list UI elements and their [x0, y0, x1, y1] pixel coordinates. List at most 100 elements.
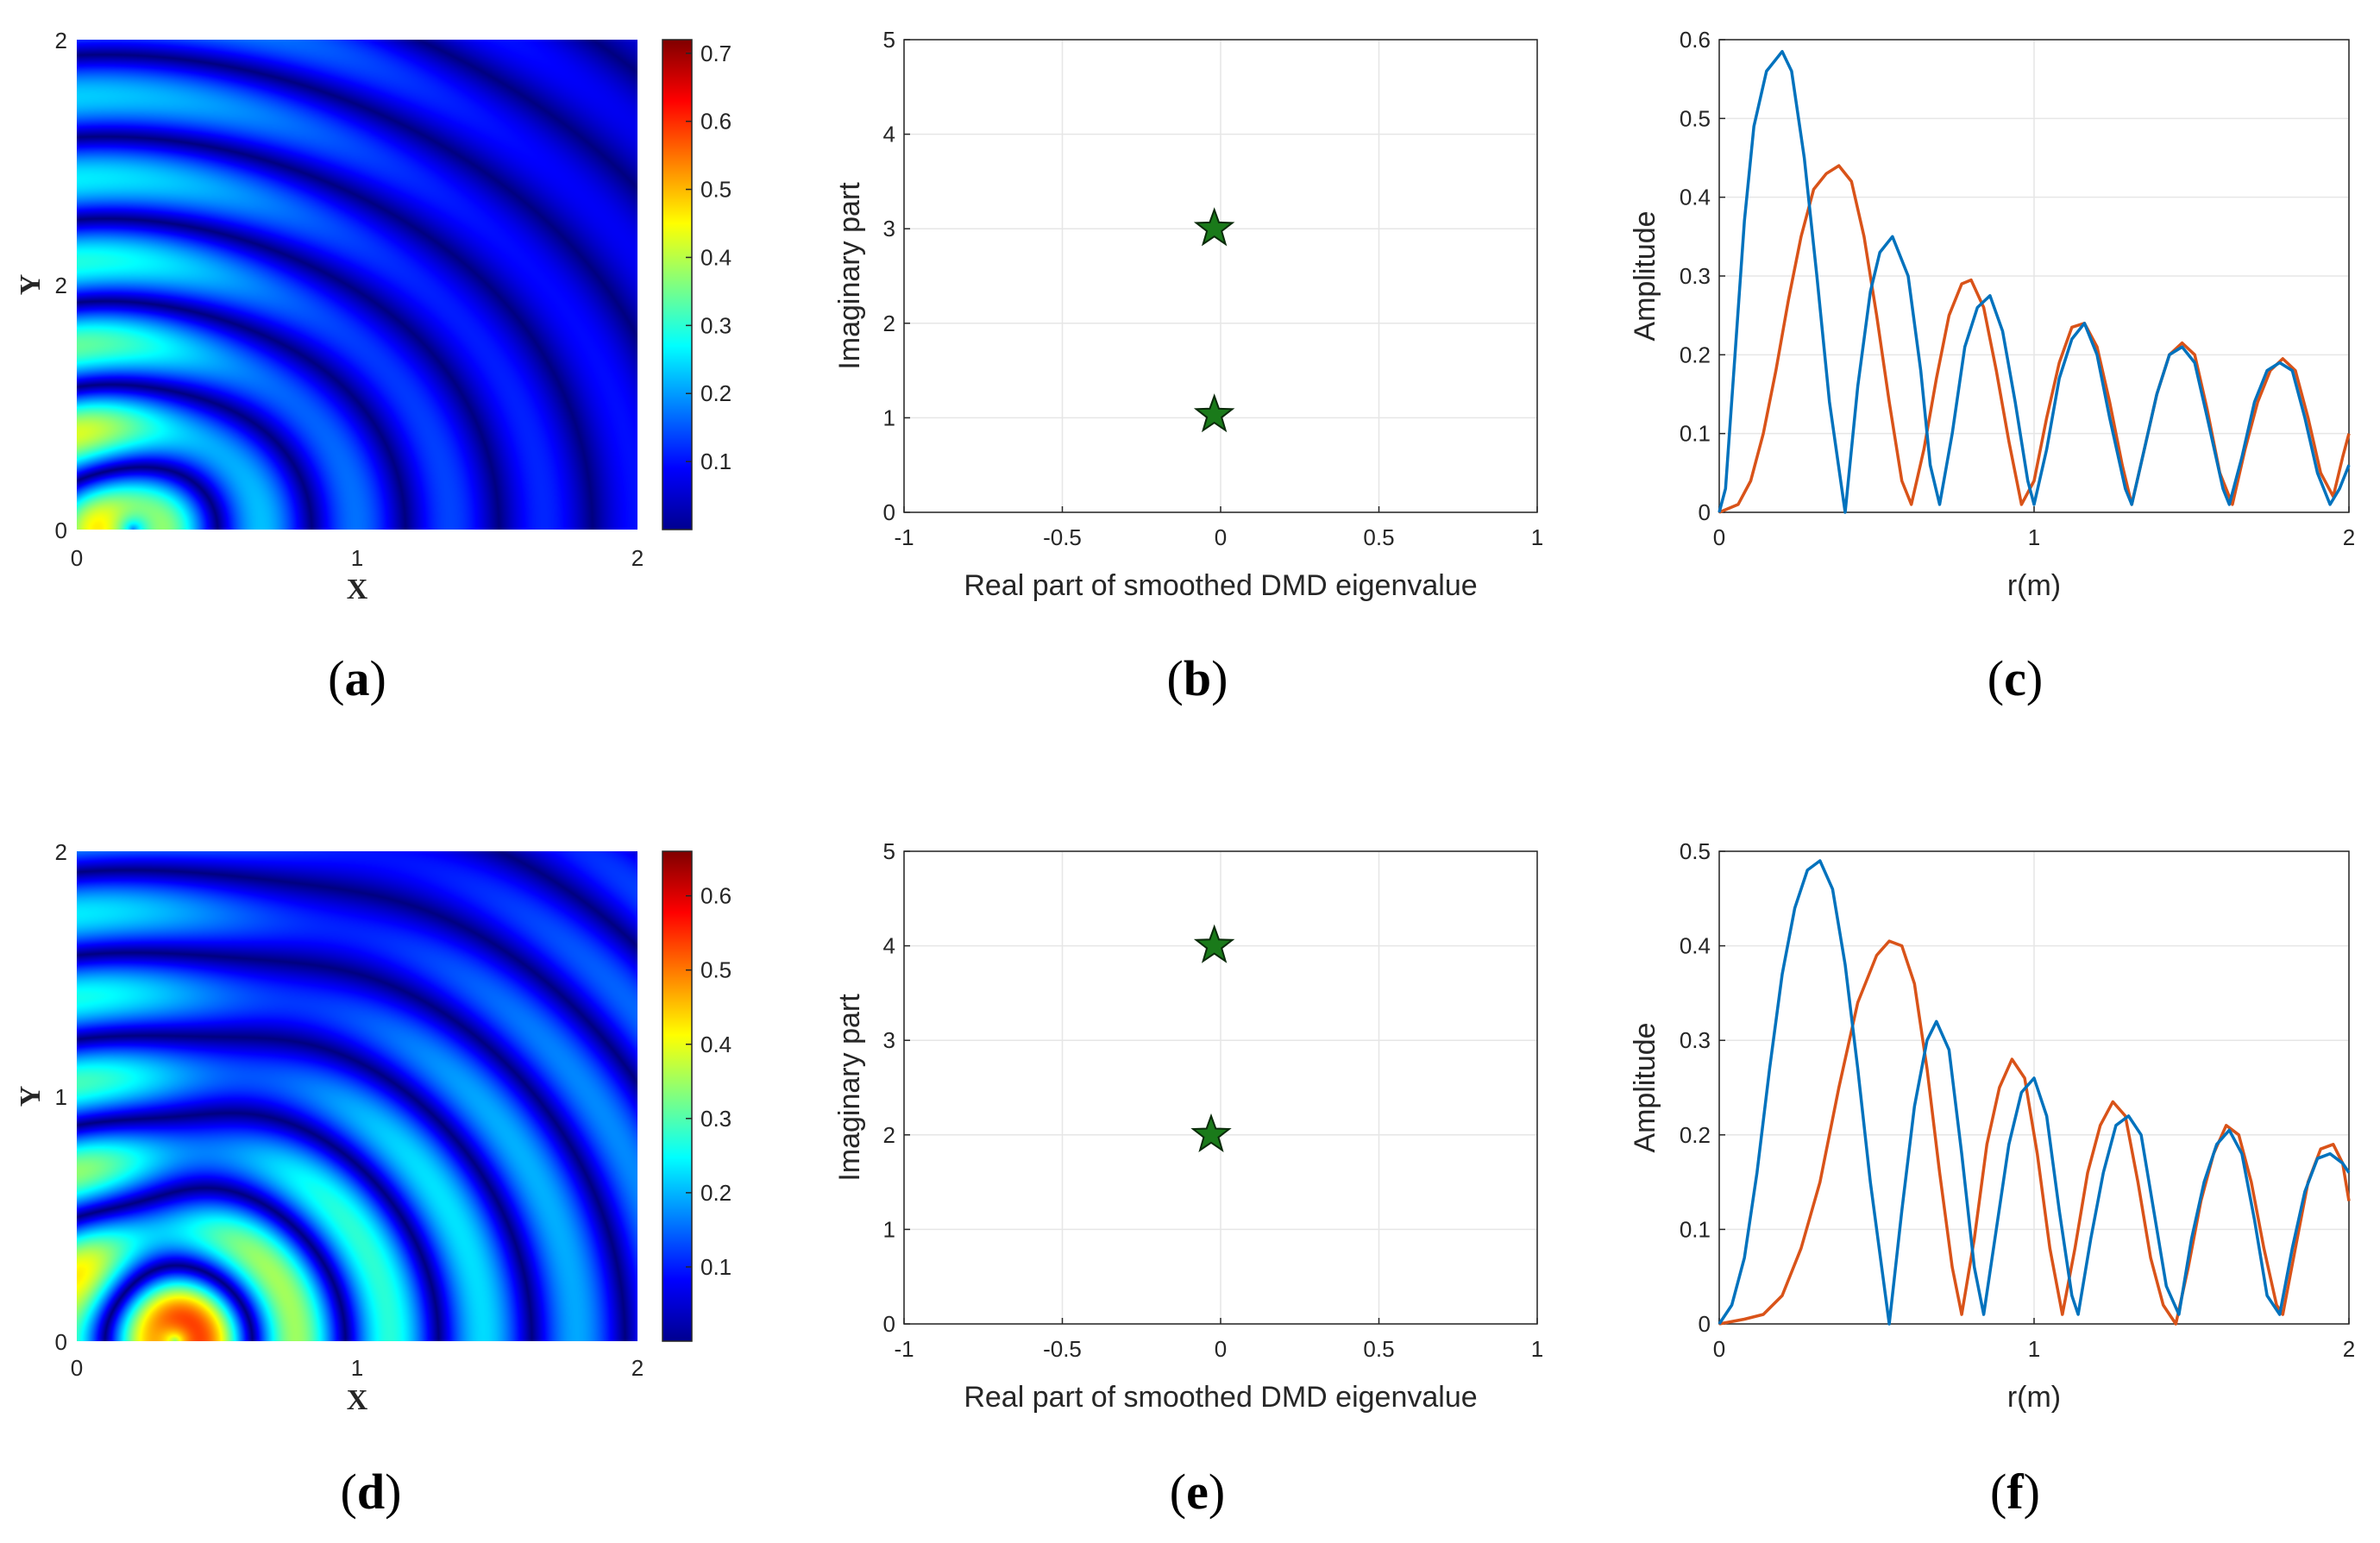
panel-d: 0 1 2 0 1 2 X Y 0.1 0.2 0.3 0.4 0.5 0.6 (d) — [15, 839, 732, 1520]
y-tick-label: 3 — [883, 1027, 895, 1053]
d-panel-label: (d) — [341, 1464, 402, 1520]
b-ylabel: Imaginary part — [833, 182, 866, 370]
c-gridlines — [1718, 39, 2350, 513]
y-tick-label: 0.3 — [1680, 1027, 1711, 1053]
y-tick-label: 0 — [1699, 1311, 1711, 1337]
y-tick-label: 5 — [883, 838, 895, 864]
y-tick-label: 0 — [883, 499, 895, 525]
y-tick-label: 0.1 — [1680, 421, 1711, 447]
x-tick-label: 0.5 — [1363, 524, 1394, 550]
x-tick-label: 1 — [2028, 524, 2040, 550]
colorbar-tick-label: 0.6 — [700, 883, 732, 909]
f-ticks: 0 1 2 0 0.1 0.2 0.3 0.4 0.5 — [1680, 838, 2355, 1362]
a-panel-label: (a) — [328, 650, 386, 706]
d-colorbar — [663, 851, 692, 1341]
y-tick-label: 3 — [883, 216, 895, 241]
e-gridlines — [903, 850, 1538, 1325]
a-colorbar-ticks: 0.1 0.2 0.3 0.4 0.5 0.6 0.7 — [686, 41, 732, 474]
colorbar-tick-label: 0.5 — [700, 177, 732, 203]
x-tick-label: 2 — [2343, 1336, 2355, 1362]
b-gridlines — [903, 39, 1538, 513]
series-line-blue — [1717, 859, 2351, 1326]
y-tick-label: 4 — [883, 933, 895, 959]
x-tick-label: -0.5 — [1043, 524, 1082, 550]
f-series — [1717, 859, 2351, 1326]
y-tick-label: 4 — [883, 122, 895, 147]
x-tick-label: 1 — [1531, 1336, 1543, 1362]
e-panel-label: (e) — [1170, 1464, 1225, 1520]
a-ytick-0: 0 — [55, 517, 67, 543]
a-ylabel: Y — [15, 274, 47, 296]
e-points — [1190, 924, 1235, 1153]
a-ytick-1: 2 — [55, 273, 67, 298]
heatmap-a — [77, 40, 637, 530]
x-tick-label: 0 — [1713, 1336, 1725, 1362]
f-ylabel: Amplitude — [1629, 1022, 1661, 1152]
y-tick-label: 2 — [883, 310, 895, 336]
y-tick-label: 0 — [883, 1311, 895, 1337]
y-tick-label: 0 — [1699, 499, 1711, 525]
c-panel-label: (c) — [1988, 650, 2043, 706]
a-xlabel: X — [347, 574, 368, 605]
d-xtick-2: 2 — [631, 1355, 644, 1381]
y-tick-label: 0.3 — [1680, 263, 1711, 289]
panel-a: 0 1 2 0 2 2 X Y 0.1 0.2 0.3 0.4 0.5 0.6 0.7 (a… — [15, 28, 732, 706]
eigenvalue-star-marker — [1190, 1113, 1232, 1153]
y-tick-label: 0.1 — [1680, 1216, 1711, 1242]
x-tick-label: 0.5 — [1363, 1336, 1394, 1362]
b-panel-label: (b) — [1167, 650, 1228, 706]
d-xtick-0: 0 — [71, 1355, 83, 1381]
y-tick-label: 5 — [883, 27, 895, 53]
eigenvalue-star-marker — [1193, 207, 1235, 247]
heatmap-d — [77, 851, 637, 1341]
series-line-orange — [1718, 164, 2351, 514]
panel-b: -1 -0.5 0 0.5 1 0 1 2 3 4 5 Real part of smoothed … — [833, 27, 1543, 706]
y-tick-label: 0.6 — [1680, 27, 1711, 53]
f-gridlines — [1718, 850, 2350, 1325]
x-tick-label: 0 — [1215, 524, 1227, 550]
panel-c: 0 1 2 0 0.1 0.2 0.3 0.4 0.5 0.6 r(m) Amplitude (c… — [1629, 27, 2355, 706]
panel-e: -1 -0.5 0 0.5 1 0 1 2 3 4 5 Real part of smoothed … — [833, 838, 1543, 1520]
x-tick-label: -0.5 — [1043, 1336, 1082, 1362]
x-tick-label: 1 — [1531, 524, 1543, 550]
c-ticks: 0 1 2 0 0.1 0.2 0.3 0.4 0.5 0.6 — [1680, 27, 2355, 550]
b-xlabel: Real part of smoothed DMD eigenvalue — [964, 569, 1477, 602]
colorbar-tick-label: 0.4 — [700, 1032, 732, 1057]
colorbar-tick-label: 0.2 — [700, 1180, 732, 1206]
y-tick-label: 0.5 — [1680, 105, 1711, 131]
y-tick-label: 1 — [883, 1216, 895, 1242]
e-ylabel: Imaginary part — [833, 994, 866, 1182]
x-tick-label: -1 — [894, 1336, 914, 1362]
eigenvalue-star-marker — [1193, 924, 1235, 963]
colorbar-tick-label: 0.3 — [700, 1106, 732, 1132]
x-tick-label: 0 — [1713, 524, 1725, 550]
x-tick-label: 1 — [2028, 1336, 2040, 1362]
x-tick-label: -1 — [894, 524, 914, 550]
d-ytick-1: 1 — [55, 1084, 67, 1110]
y-tick-label: 0.4 — [1680, 933, 1711, 959]
colorbar-tick-label: 0.5 — [700, 957, 732, 983]
a-xtick-2: 2 — [631, 545, 644, 571]
d-ytick-0: 0 — [55, 1329, 67, 1355]
series-line-blue — [1717, 49, 2351, 514]
y-tick-label: 2 — [883, 1122, 895, 1148]
c-series — [1717, 49, 2351, 514]
b-ticks: -1 -0.5 0 0.5 1 0 1 2 3 4 5 — [883, 27, 1544, 550]
d-xlabel: X — [347, 1384, 368, 1416]
f-xlabel: r(m) — [2007, 1381, 2061, 1414]
y-tick-label: 1 — [883, 405, 895, 430]
colorbar-tick-label: 0.7 — [700, 41, 732, 66]
f-panel-label: (f) — [1990, 1464, 2040, 1520]
a-xtick-1: 1 — [351, 545, 363, 571]
a-ytick-2: 2 — [55, 28, 67, 53]
y-tick-label: 0.2 — [1680, 1122, 1711, 1148]
y-tick-label: 0.4 — [1680, 185, 1711, 210]
d-xtick-1: 1 — [351, 1355, 363, 1381]
y-tick-label: 0.5 — [1680, 838, 1711, 864]
x-tick-label: 2 — [2343, 524, 2355, 550]
d-colorbar-ticks: 0.1 0.2 0.3 0.4 0.5 0.6 — [686, 883, 732, 1280]
y-tick-label: 0.2 — [1680, 342, 1711, 367]
colorbar-tick-label: 0.1 — [700, 1254, 732, 1280]
c-xlabel: r(m) — [2007, 569, 2061, 602]
